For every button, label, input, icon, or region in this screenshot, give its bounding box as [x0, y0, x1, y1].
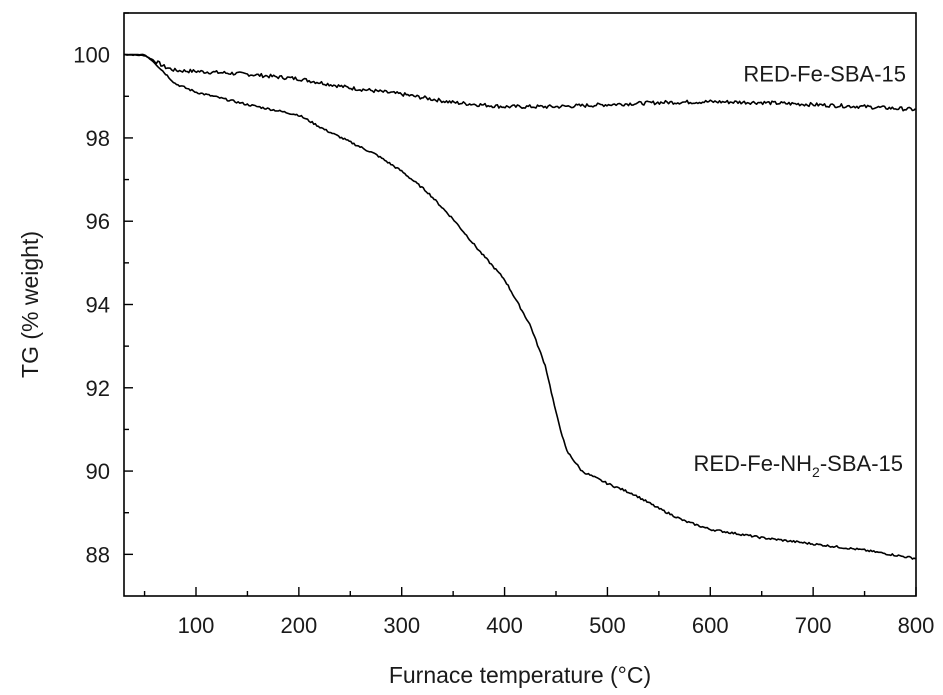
x-tick-label: 400 — [486, 613, 523, 638]
y-tick-label: 90 — [86, 459, 110, 484]
x-axis-ticks: 100 200 300 400 500 600 700 800 — [143, 587, 935, 638]
x-axis-title: Furnace temperature (°C) — [389, 662, 651, 688]
series-label-part: -SBA-15 — [820, 451, 903, 476]
y-tick-label: 96 — [86, 209, 110, 234]
y-tick-label: 94 — [86, 293, 110, 318]
series-label-subscript: 2 — [812, 464, 820, 480]
series-line-2 — [123, 53, 916, 560]
y-tick-label: 88 — [86, 542, 110, 567]
x-tick-label: 800 — [898, 613, 935, 638]
series-labels: RED-Fe-SBA-15 RED-Fe-NH2-SBA-15 — [693, 62, 906, 480]
x-tick-label: 100 — [178, 613, 215, 638]
x-tick-label: 200 — [280, 613, 317, 638]
series-layer — [123, 53, 917, 560]
y-tick-label: 92 — [86, 376, 110, 401]
axes: 100 200 300 400 500 600 700 800 88 90 92 94 96 98 100 — [73, 12, 935, 638]
y-tick-label: 98 — [86, 126, 110, 151]
x-tick-label: 500 — [589, 613, 626, 638]
plot-frame — [123, 12, 917, 597]
x-tick-label: 700 — [795, 613, 832, 638]
y-axis-ticks: 88 90 92 94 96 98 100 — [73, 12, 133, 567]
series-label-part: RED-Fe-NH — [693, 451, 812, 476]
series-line-1 — [124, 53, 917, 112]
series-label-red-fe-sba-15: RED-Fe-SBA-15 — [743, 62, 906, 87]
y-tick-label: 100 — [73, 43, 110, 68]
x-tick-label: 600 — [692, 613, 729, 638]
y-axis-title: TG (% weight) — [17, 231, 43, 378]
x-tick-label: 300 — [383, 613, 420, 638]
series-label-red-fe-nh2-sba-15: RED-Fe-NH2-SBA-15 — [693, 451, 903, 480]
